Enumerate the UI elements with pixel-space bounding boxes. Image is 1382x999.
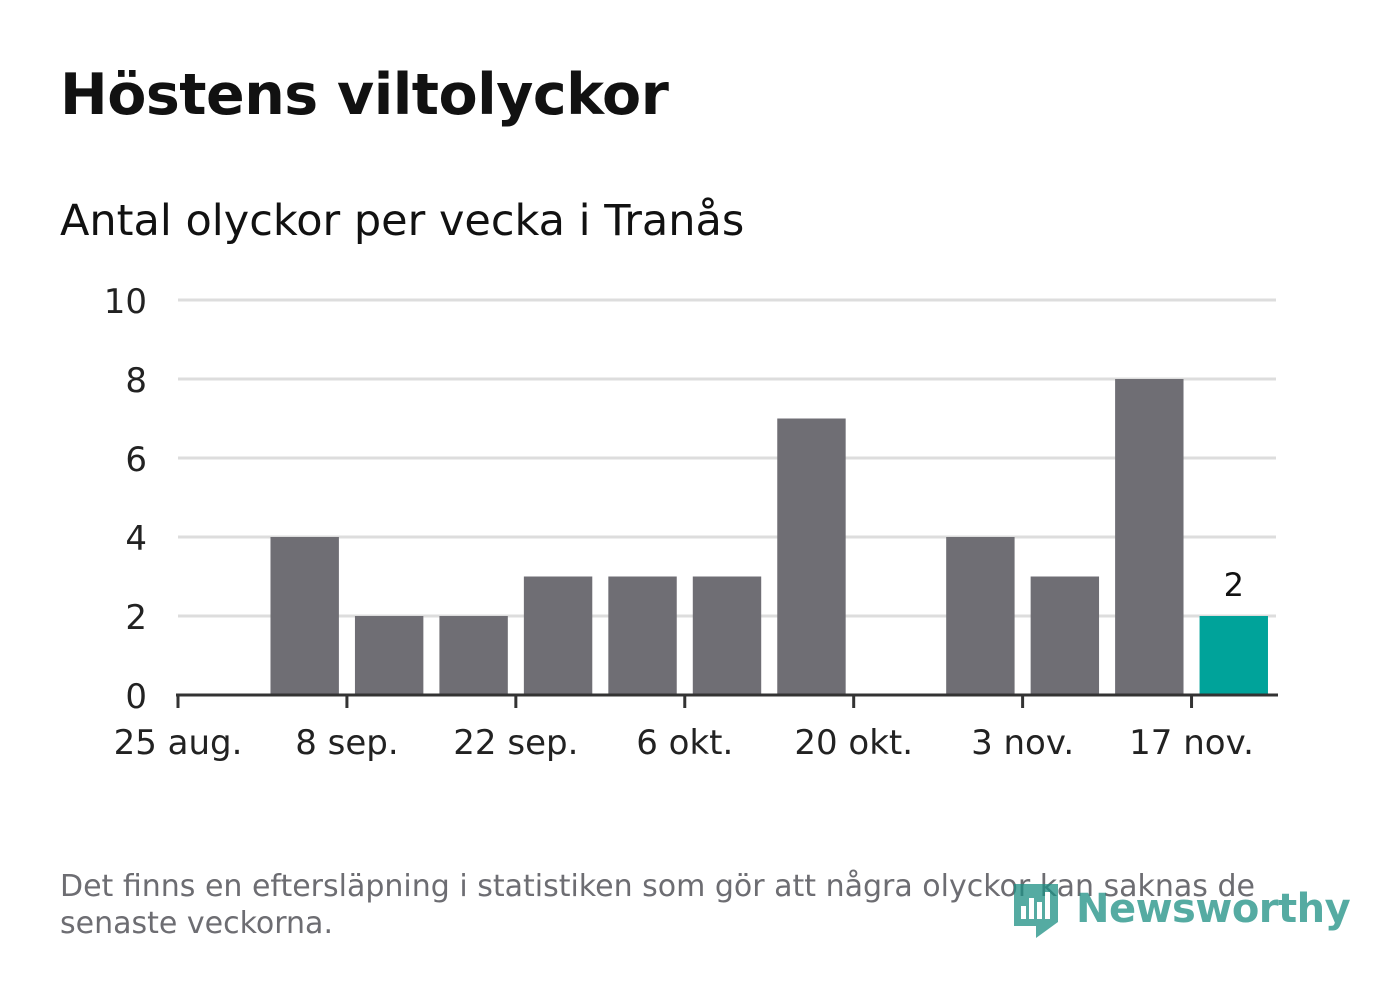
- bar-3-nov-: [1030, 576, 1100, 695]
- x-tick-label: 17 nov.: [1129, 723, 1254, 763]
- x-tick-label: 6 okt.: [636, 723, 733, 763]
- bar-chart: 0 2 4 6 8 10 2 25 aug. 8 sep. 22 sep. 6 okt. 20 okt…: [104, 282, 1278, 763]
- bar-1-sep-: [270, 537, 339, 695]
- x-tick-label: 3 nov.: [971, 723, 1074, 763]
- y-tick-label: 10: [104, 282, 147, 322]
- bar-8-sep-: [354, 616, 424, 695]
- bar-10-nov-: [1115, 379, 1184, 695]
- bar-27-okt-: [946, 537, 1015, 695]
- bar-chart-badge-icon: [1014, 884, 1058, 938]
- y-tick-label: 8: [125, 361, 147, 401]
- labels: 0 2 4 6 8 10 2 25 aug. 8 sep. 22 sep. 6 okt. 20 okt…: [104, 282, 1254, 763]
- highlight-value-label: 2: [1224, 566, 1244, 604]
- y-tick-label: 0: [125, 677, 147, 717]
- y-tick-label: 6: [125, 440, 147, 480]
- gridlines: [178, 298, 1276, 618]
- axes: [176, 693, 1278, 708]
- bar-13-okt-: [777, 418, 846, 695]
- brand-logo[interactable]: Newsworthy: [1010, 876, 1351, 942]
- bar-6-okt-: [692, 576, 762, 695]
- y-tick-label: 2: [125, 598, 147, 638]
- brand-name: Newsworthy: [1076, 886, 1351, 932]
- chart-title: Höstens viltolyckor: [60, 62, 669, 128]
- bar-29-sep-: [608, 576, 677, 695]
- x-tick-label: 20 okt.: [794, 723, 913, 763]
- x-tick-label: 22 sep.: [453, 723, 578, 763]
- bar-22-sep-: [523, 576, 593, 695]
- x-tick-label: 25 aug.: [114, 723, 243, 763]
- y-tick-label: 4: [125, 519, 147, 559]
- bar-15-sep-: [439, 616, 508, 695]
- bar-17-nov-: [1199, 616, 1268, 695]
- chart-subtitle: Antal olyckor per vecka i Tranås: [60, 196, 745, 246]
- x-tick-label: 8 sep.: [295, 723, 398, 763]
- bars: [270, 379, 1268, 695]
